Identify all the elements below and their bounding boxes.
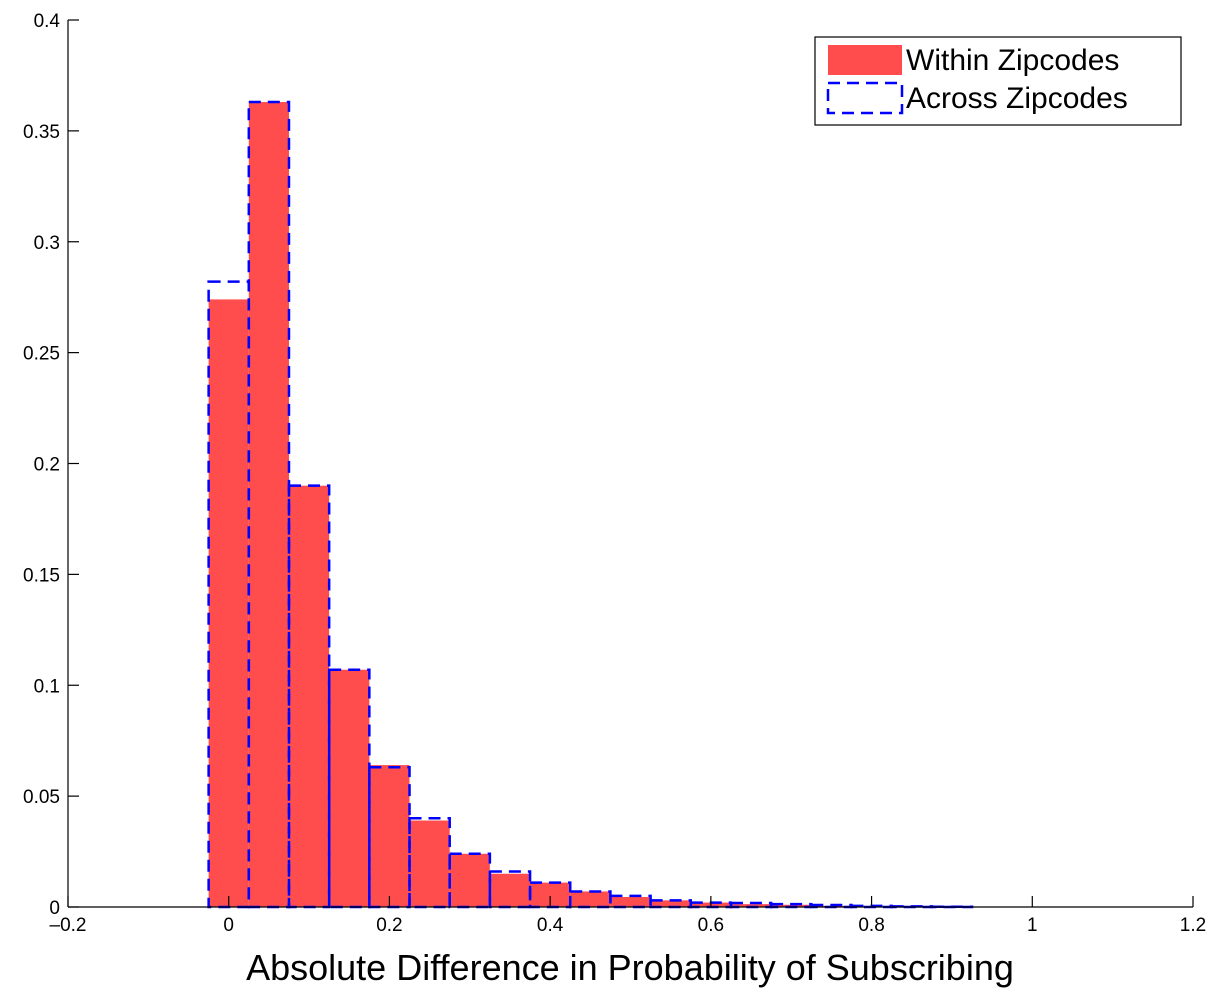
- bar: [489, 873, 531, 907]
- y-tick-label: 0.05: [23, 787, 60, 808]
- x-tick-label: 0.8: [858, 915, 884, 936]
- legend-swatch: [828, 45, 902, 75]
- x-tick-label: 1: [1027, 915, 1038, 936]
- x-tick-label: 0: [223, 915, 234, 936]
- bar: [409, 820, 450, 907]
- y-tick-label: 0.35: [23, 122, 60, 143]
- x-tick-label: 0.2: [376, 915, 402, 936]
- legend: Within Zipcodes Across Zipcodes: [814, 36, 1182, 126]
- legend-label: Across Zipcodes: [906, 82, 1128, 115]
- y-tick-label: 0.3: [34, 233, 60, 254]
- y-tick-label: 0.15: [23, 565, 60, 586]
- bar: [449, 853, 490, 907]
- bar: [288, 485, 330, 907]
- x-tick-label: 0.6: [698, 915, 724, 936]
- bar: [248, 102, 289, 908]
- bar: [730, 904, 772, 907]
- bar: [610, 897, 651, 907]
- x-axis-label: Absolute Difference in Probability of Su…: [246, 947, 1014, 988]
- y-tick-label: 0: [49, 898, 60, 919]
- bar: [650, 900, 691, 907]
- y-tick-label: 0.25: [23, 344, 60, 365]
- bar: [369, 765, 410, 907]
- y-tick-label: 0.1: [34, 676, 60, 697]
- bar: [329, 669, 370, 907]
- bar: [208, 299, 249, 907]
- x-tick-label: 0.4: [537, 915, 564, 936]
- y-tick-label: 0.2: [34, 455, 60, 476]
- x-tick-label: 1.2: [1180, 915, 1206, 936]
- legend-label: Within Zipcodes: [906, 44, 1119, 77]
- x-tick-label: –0.2: [50, 915, 87, 936]
- legend-swatch: [826, 81, 904, 115]
- y-tick-label: 0.4: [34, 11, 61, 32]
- bar: [327, 668, 371, 909]
- bar: [570, 891, 611, 907]
